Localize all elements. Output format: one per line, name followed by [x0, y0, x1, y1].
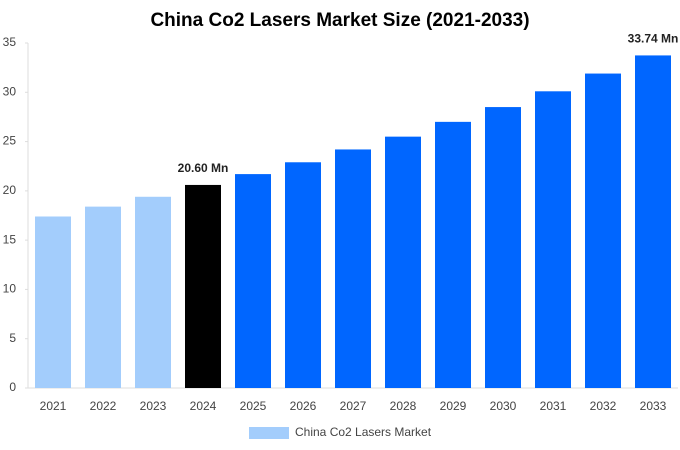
bar: [535, 91, 571, 389]
y-tick-label: 25: [3, 134, 17, 148]
legend-swatch: [249, 427, 289, 439]
y-tick-label: 30: [3, 84, 17, 98]
y-tick-label: 15: [3, 232, 17, 246]
bar: [185, 184, 221, 388]
x-tick-label: 2031: [540, 399, 567, 413]
bar: [35, 216, 71, 388]
x-tick-label: 2027: [340, 399, 367, 413]
x-tick-label: 2024: [190, 399, 217, 413]
bar: [235, 174, 271, 388]
bar: [335, 149, 371, 388]
value-label: 20.60 Mn: [178, 161, 229, 175]
x-tick-label: 2028: [390, 399, 417, 413]
bar: [385, 136, 421, 388]
y-tick-label: 20: [3, 183, 17, 197]
y-tick-label: 10: [3, 282, 17, 296]
bar: [285, 162, 321, 388]
chart-title: China Co2 Lasers Market Size (2021-2033): [150, 10, 529, 31]
y-tick-label: 0: [9, 380, 16, 394]
x-tick-label: 2022: [90, 399, 117, 413]
x-tick-label: 2029: [440, 399, 467, 413]
y-tick-label: 35: [3, 35, 17, 49]
bar: [485, 107, 521, 389]
bar: [435, 121, 471, 388]
x-tick-label: 2030: [490, 399, 517, 413]
x-tick-label: 2032: [590, 399, 617, 413]
x-tick-label: 2025: [240, 399, 267, 413]
value-label: 33.74 Mn: [628, 32, 679, 46]
x-tick-label: 2023: [140, 399, 167, 413]
x-tick-label: 2033: [640, 399, 667, 413]
bar: [135, 196, 171, 388]
bar: [635, 55, 671, 389]
bar: [85, 206, 121, 388]
bar: [585, 73, 621, 389]
x-tick-label: 2026: [290, 399, 317, 413]
y-tick-label: 5: [9, 331, 16, 345]
x-tick-label: 2021: [40, 399, 67, 413]
legend-label: China Co2 Lasers Market: [295, 425, 432, 439]
